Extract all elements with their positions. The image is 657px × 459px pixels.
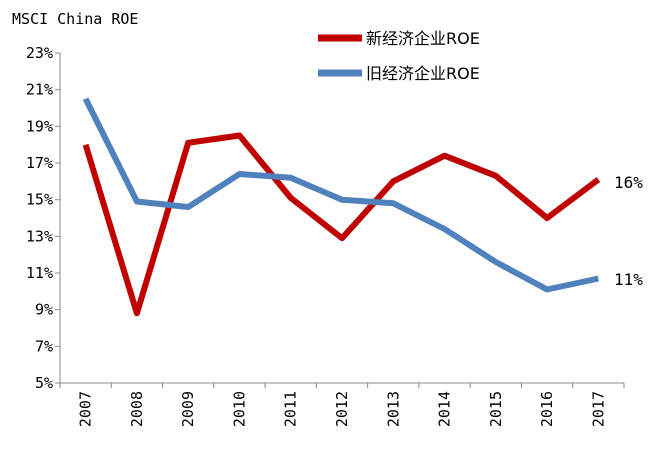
y-tick-label: 19% (26, 117, 53, 135)
y-tick-label: 9% (35, 301, 53, 319)
y-tick-group: 5% 7% 9% 11% 13% 15% 17% 19% 21% 23% (26, 44, 60, 392)
x-tick-label: 2010 (230, 391, 248, 427)
y-tick-label: 13% (26, 227, 53, 245)
legend: 新经济企业ROE 旧经济企业ROE (318, 29, 480, 83)
chart-title: MSCI China ROE (12, 10, 138, 28)
y-tick-label: 23% (26, 44, 53, 62)
legend-label-old-economy: 旧经济企业ROE (366, 64, 480, 83)
y-tick-label: 11% (26, 264, 53, 282)
y-tick-label: 15% (26, 191, 53, 209)
x-axis: 2007 2008 2009 2010 2011 2012 2013 2014 2015 2016… (60, 383, 624, 427)
x-tick-label: 2012 (333, 391, 351, 427)
legend-label-new-economy: 新经济企业ROE (366, 29, 480, 48)
y-tick-label: 5% (35, 374, 53, 392)
x-tick-label: 2009 (179, 391, 197, 427)
x-tick-label: 2013 (384, 391, 402, 427)
x-tick-label: 2014 (436, 391, 454, 427)
x-tick-label: 2007 (77, 391, 95, 427)
x-tick-label: 2011 (282, 391, 300, 427)
y-tick-label: 21% (26, 81, 53, 99)
end-label-new-economy: 16% (614, 173, 643, 192)
x-tick-label: 2017 (589, 391, 607, 427)
x-tick-group: 2007 2008 2009 2010 2011 2012 2013 2014 2015 2016… (60, 383, 624, 427)
x-tick-label: 2008 (128, 391, 146, 427)
y-tick-label: 7% (35, 337, 53, 355)
x-tick-label: 2016 (538, 391, 556, 427)
series-group (86, 99, 599, 314)
series-line-new-economy (86, 136, 599, 314)
y-tick-label: 17% (26, 154, 53, 172)
x-tick-label: 2015 (487, 391, 505, 427)
y-axis: 5% 7% 9% 11% 13% 15% 17% 19% 21% 23% (26, 44, 60, 392)
end-label-old-economy: 11% (614, 270, 643, 289)
